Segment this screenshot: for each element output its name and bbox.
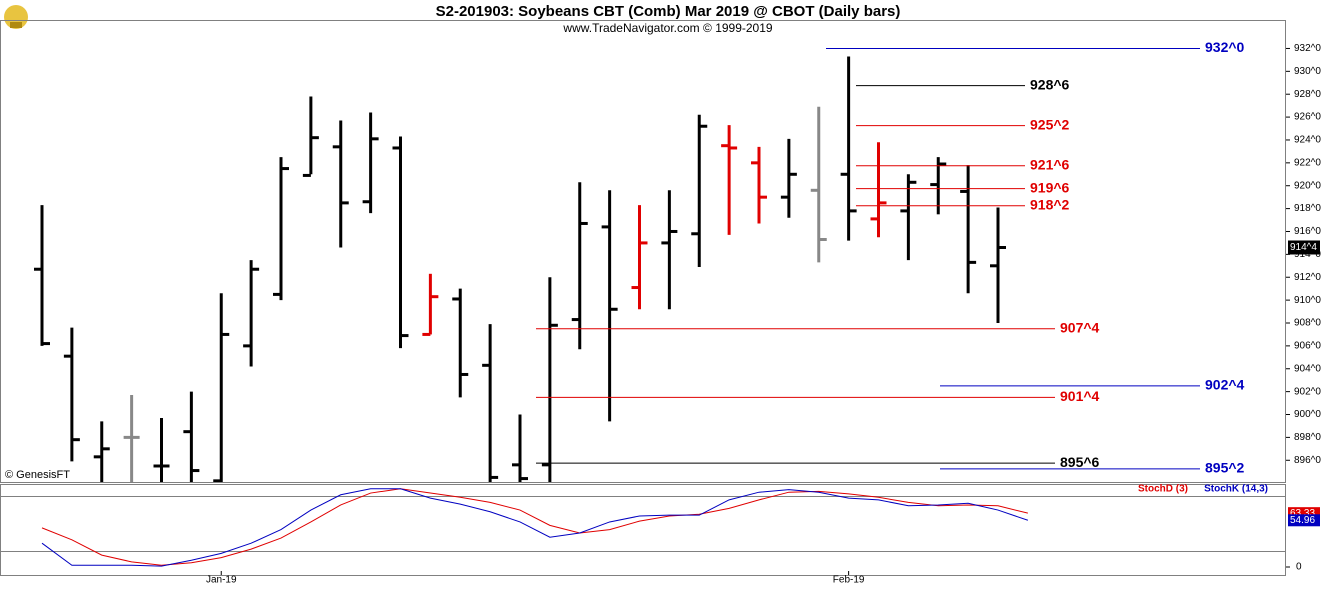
level-label: 895^2	[1205, 460, 1245, 476]
y-tick-label: 914^0	[1294, 249, 1321, 260]
level-label: 907^4	[1060, 319, 1100, 335]
y-tick-label: 928^0	[1294, 89, 1321, 100]
y-tick-label: 918^0	[1294, 203, 1321, 214]
stoch-panel	[0, 484, 1286, 576]
y-tick-label: 924^0	[1294, 135, 1321, 146]
price-plot	[34, 56, 1006, 482]
y-tick-label: 926^0	[1294, 112, 1321, 123]
y-tick-label: 922^0	[1294, 157, 1321, 168]
legend-entry: StochK (14,3)	[1204, 484, 1268, 495]
source: © GenesisFT	[5, 469, 70, 481]
y-tick-label: 916^0	[1294, 226, 1321, 237]
stoch-line	[41, 488, 1028, 566]
last-value-label: 54.96	[1290, 515, 1315, 526]
y-tick-label: 904^0	[1294, 363, 1321, 374]
last-value-box	[1288, 514, 1320, 527]
last-price-box	[1288, 240, 1320, 255]
level-label: 932^0	[1205, 39, 1245, 55]
level-label: 919^6	[1030, 179, 1070, 195]
level-label: 918^2	[1030, 196, 1070, 212]
y-tick-label: 896^0	[1294, 455, 1321, 466]
y-tick-label: 898^0	[1294, 432, 1321, 443]
y-tick-label: 920^0	[1294, 180, 1321, 191]
last-price-label: 914^4	[1290, 242, 1317, 253]
chart-title: S2-201903: Soybeans CBT (Comb) Mar 2019 …	[436, 3, 901, 20]
level-label: 925^2	[1030, 116, 1070, 132]
stoch-line	[41, 488, 1029, 567]
level-label: 902^4	[1205, 377, 1245, 393]
logo	[4, 5, 28, 29]
legend-entry: StochD (3)	[1138, 484, 1188, 495]
level-label: 895^6	[1060, 454, 1100, 470]
y-tick-label: 908^0	[1294, 318, 1321, 329]
y-tick-label: 906^0	[1294, 341, 1321, 352]
y-tick-label: 912^0	[1294, 272, 1321, 283]
price-panel	[0, 20, 1286, 483]
x-tick-label: Jan-19	[206, 575, 237, 586]
x-tick-label: Feb-19	[833, 575, 865, 586]
last-value-label: 63.33	[1290, 508, 1315, 519]
y2-tick-label: 0	[1296, 562, 1302, 573]
level-label: 901^4	[1060, 388, 1100, 404]
level-label: 921^6	[1030, 156, 1070, 172]
y-tick-label: 932^0	[1294, 43, 1321, 54]
y-tick-label: 930^0	[1294, 66, 1321, 77]
chart-subtitle: www.TradeNavigator.com © 1999-2019	[562, 21, 772, 35]
level-label: 928^6	[1030, 76, 1070, 92]
y-tick-label: 902^0	[1294, 386, 1321, 397]
y-tick-label: 900^0	[1294, 409, 1321, 420]
y-tick-label: 910^0	[1294, 295, 1321, 306]
